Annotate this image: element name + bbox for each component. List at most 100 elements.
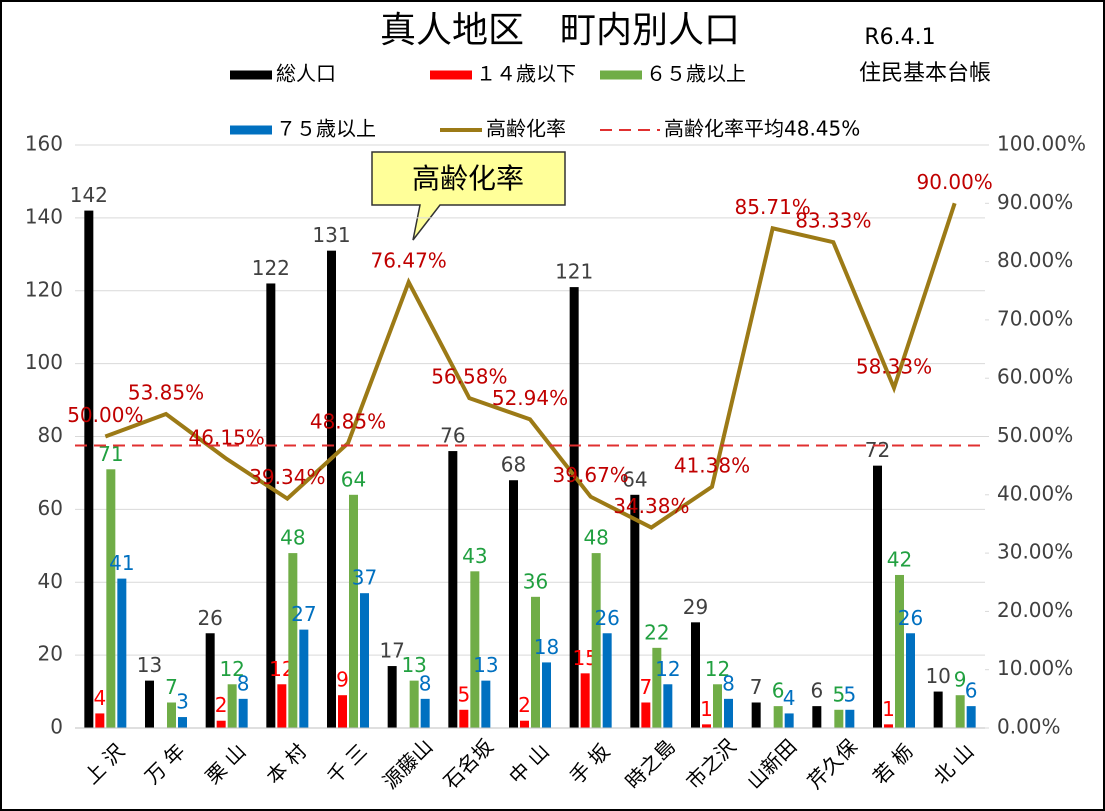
y-tick-label: 160: [25, 132, 63, 156]
data-label: 12: [705, 657, 730, 681]
y-tick-label: 140: [25, 204, 63, 228]
rate-label: 52.94%: [492, 386, 568, 410]
data-label: 6: [772, 679, 785, 703]
legend-label: ７５歳以上: [276, 117, 376, 141]
bar: [663, 684, 673, 728]
bar: [702, 724, 711, 728]
data-label: 26: [594, 606, 619, 630]
data-label: 42: [887, 547, 912, 571]
bar: [784, 713, 794, 728]
bar: [906, 633, 915, 728]
y-tick-label: 60: [38, 496, 63, 520]
data-label: 64: [341, 467, 366, 491]
data-label: 9: [336, 668, 349, 692]
data-label: 17: [379, 639, 404, 663]
rate-label: 50.00%: [67, 403, 143, 427]
bar: [327, 250, 336, 728]
legend-label: ６５歳以上: [646, 62, 746, 86]
rate-label: 90.00%: [917, 170, 993, 194]
bar: [845, 709, 855, 728]
y2-tick-label: 0.00%: [997, 715, 1061, 739]
y2-tick-label: 30.00%: [997, 540, 1073, 564]
bar: [580, 673, 590, 728]
data-label: 3: [176, 690, 189, 714]
data-label: 18: [534, 635, 559, 659]
data-label: 122: [252, 256, 290, 280]
data-label: 7: [750, 675, 763, 699]
date: R6.4.1: [864, 25, 935, 50]
legend-label: １４歳以下: [476, 62, 576, 86]
data-label: 6: [810, 679, 823, 703]
data-label: 10: [925, 664, 950, 688]
rate-label: 39.67%: [553, 463, 629, 487]
bar: [542, 662, 551, 728]
data-label: 22: [644, 620, 669, 644]
bar: [955, 695, 965, 728]
y2-tick-label: 80.00%: [997, 248, 1073, 272]
y2-tick-label: 40.00%: [997, 481, 1073, 505]
rate-label: 48.85%: [310, 410, 386, 434]
bar: [713, 684, 722, 728]
bar: [751, 702, 761, 728]
data-label: 43: [462, 544, 487, 568]
rate-label: 85.71%: [735, 195, 811, 219]
y-tick-label: 0: [50, 715, 63, 739]
bar: [481, 680, 491, 728]
bar: [216, 720, 226, 728]
rate-label: 56.58%: [431, 365, 507, 389]
bar: [277, 684, 287, 728]
data-label: 6: [965, 679, 978, 703]
rate-label: 34.38%: [613, 494, 689, 518]
bar: [106, 469, 116, 728]
data-label: 2: [518, 693, 531, 717]
bar: [470, 571, 480, 728]
data-label: 29: [683, 595, 708, 619]
legend-label: 高齢化率平均48.45%: [664, 117, 860, 141]
bar: [724, 698, 733, 728]
bar: [117, 578, 127, 728]
data-label: 1: [700, 697, 713, 721]
y2-tick-label: 50.00%: [997, 423, 1073, 447]
data-label: 1: [882, 697, 895, 721]
data-label: 9: [954, 668, 967, 692]
y2-tick-label: 60.00%: [997, 365, 1073, 389]
data-label: 48: [583, 526, 608, 550]
legend-label: 総人口: [276, 62, 336, 86]
bar: [773, 706, 783, 728]
source: 住民基本台帳: [859, 61, 991, 86]
data-label: 13: [473, 653, 498, 677]
bar: [167, 702, 176, 728]
data-label: 68: [501, 453, 526, 477]
data-label: 8: [237, 671, 250, 695]
y2-tick-label: 20.00%: [997, 598, 1073, 622]
rate-label: 39.34%: [249, 465, 325, 489]
data-label: 5: [843, 682, 856, 706]
data-label: 26: [197, 606, 222, 630]
bar: [409, 680, 419, 728]
data-label: 8: [419, 671, 432, 695]
y-tick-label: 120: [25, 277, 63, 301]
bar: [448, 451, 458, 728]
bar: [238, 698, 248, 728]
bar: [531, 596, 540, 728]
data-label: 5: [832, 682, 845, 706]
data-label: 64: [622, 467, 647, 491]
y2-tick-label: 90.00%: [997, 190, 1073, 214]
rate-label: 53.85%: [128, 381, 204, 405]
bar: [569, 287, 579, 728]
y-tick-label: 40: [38, 569, 63, 593]
bar: [288, 553, 298, 728]
data-label: 48: [280, 526, 305, 550]
y2-tick-label: 100.00%: [997, 132, 1086, 156]
data-label: 7: [165, 675, 178, 699]
data-label: 26: [898, 606, 923, 630]
bar: [299, 629, 309, 728]
data-label: 7: [639, 675, 652, 699]
bar: [834, 709, 844, 728]
data-label: 2: [215, 693, 228, 717]
bar: [641, 702, 651, 728]
data-label: 12: [655, 657, 680, 681]
bar: [349, 494, 358, 728]
bar: [227, 684, 237, 728]
